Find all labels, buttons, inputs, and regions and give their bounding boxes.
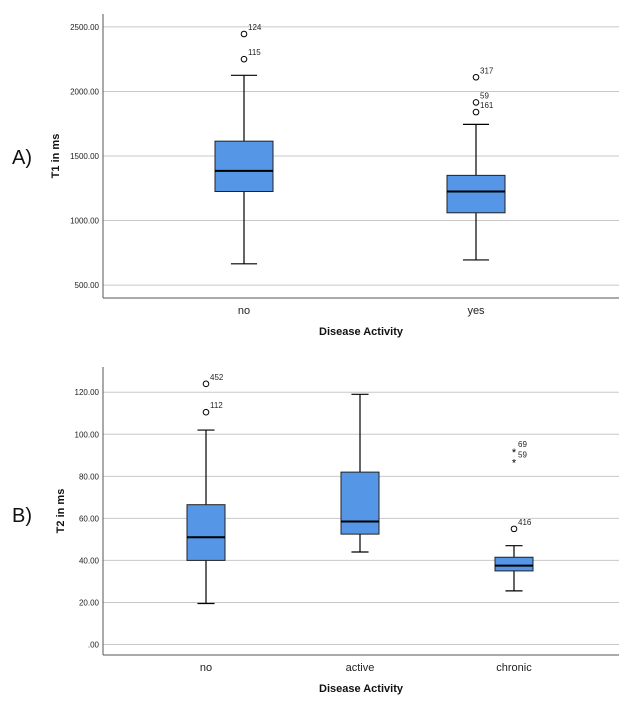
outlier-label: 69 xyxy=(518,440,527,449)
y-tick-label: 20.00 xyxy=(79,598,100,607)
x-axis-title: Disease Activity xyxy=(319,326,404,338)
x-tick-label: no xyxy=(200,662,212,674)
panel-label: A) xyxy=(12,147,32,169)
x-axis-title: Disease Activity xyxy=(319,683,404,695)
y-tick-label: 2500.00 xyxy=(70,23,99,32)
outlier-marker xyxy=(240,30,248,38)
y-axis-title: T1 in ms xyxy=(50,134,62,179)
x-tick-label: chronic xyxy=(496,662,532,674)
y-tick-label: 2000.00 xyxy=(70,87,99,96)
outlier-label: 59 xyxy=(480,91,489,100)
x-tick-label: yes xyxy=(467,305,485,317)
x-tick-label: no xyxy=(238,305,250,317)
extreme-outlier-marker: * xyxy=(512,447,517,459)
box-chronic xyxy=(494,556,534,572)
outlier-marker xyxy=(472,108,480,116)
extreme-outlier-marker: * xyxy=(512,458,517,470)
y-tick-label: 40.00 xyxy=(79,556,100,565)
y-tick-label: 60.00 xyxy=(79,514,100,523)
outlier-label: 317 xyxy=(480,66,494,75)
outlier-label: 112 xyxy=(210,401,223,410)
outlier-label: 416 xyxy=(518,518,532,527)
y-tick-label: 1500.00 xyxy=(70,152,99,161)
outlier-marker xyxy=(202,408,210,416)
outlier-marker xyxy=(510,525,518,533)
box-active xyxy=(340,471,380,535)
y-axis-title: T2 in ms xyxy=(55,489,67,534)
x-tick-label: active xyxy=(346,662,375,674)
outlier-label: 59 xyxy=(518,451,527,460)
box-no xyxy=(214,140,274,192)
y-tick-label: 80.00 xyxy=(79,472,100,481)
panel-label: B) xyxy=(12,505,32,527)
outlier-marker xyxy=(240,55,248,63)
y-tick-label: 500.00 xyxy=(75,281,100,290)
outlier-label: 452 xyxy=(210,373,224,382)
box-yes xyxy=(446,174,506,214)
y-tick-label: 1000.00 xyxy=(70,217,99,226)
y-tick-label: .00 xyxy=(88,640,100,649)
outlier-marker xyxy=(472,73,480,81)
y-tick-label: 100.00 xyxy=(75,430,100,439)
box-no xyxy=(186,504,226,561)
outlier-marker xyxy=(472,99,480,106)
outlier-label: 161 xyxy=(480,101,494,110)
outlier-marker xyxy=(202,380,210,388)
y-tick-label: 120.00 xyxy=(75,388,100,397)
outlier-label: 124 xyxy=(248,23,262,32)
outlier-label: 115 xyxy=(248,48,261,57)
